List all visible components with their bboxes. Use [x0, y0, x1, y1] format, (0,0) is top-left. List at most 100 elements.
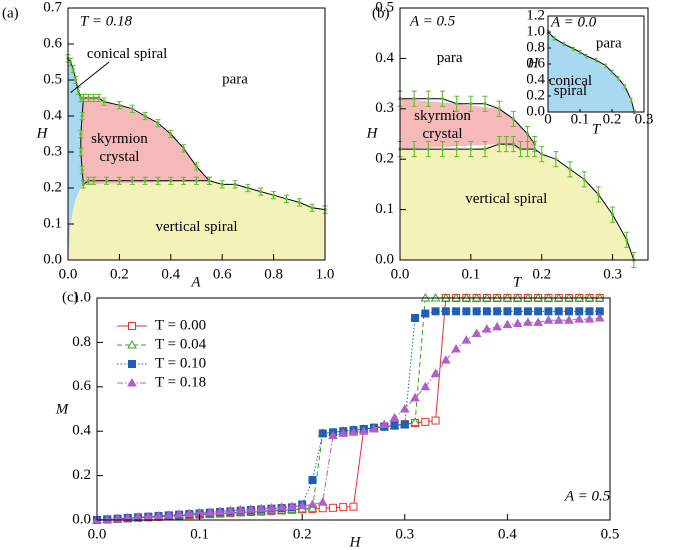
boundary-point — [533, 147, 537, 151]
marker — [430, 368, 441, 377]
marker — [317, 497, 328, 506]
x-tick-label: 0.3 — [603, 266, 622, 282]
marker — [184, 508, 195, 518]
boundary-point — [194, 179, 199, 183]
boundary-point — [297, 200, 301, 204]
marker — [349, 502, 358, 511]
region-label: para — [222, 71, 248, 87]
marker — [276, 502, 287, 511]
marker — [348, 427, 359, 436]
marker — [235, 505, 246, 514]
y-axis-label: M — [55, 401, 70, 417]
boundary-point — [97, 96, 101, 100]
marker — [318, 429, 327, 438]
plot-frame — [67, 7, 326, 261]
boundary-point — [412, 147, 416, 151]
y-tick-label: 0.0 — [375, 251, 394, 267]
marker — [534, 307, 543, 316]
marker — [523, 317, 533, 326]
boundary-point — [525, 132, 530, 136]
boundary-point — [76, 89, 80, 93]
marker — [102, 514, 113, 523]
boundary-point — [469, 102, 473, 106]
boundary-point — [207, 179, 211, 183]
marker — [421, 417, 430, 426]
boundary-point — [74, 78, 78, 82]
boundary-point — [585, 55, 588, 57]
x-axis-label: H — [349, 534, 362, 550]
boundary-point — [568, 167, 572, 171]
marker — [482, 307, 491, 316]
region-label: vertical spiral — [155, 219, 237, 235]
x-axis-label: A — [190, 274, 201, 290]
boundary-point — [595, 59, 597, 61]
marker — [122, 512, 133, 522]
x-tick-label: 0.2 — [532, 266, 551, 282]
boundary-point — [469, 147, 473, 151]
marker — [440, 355, 451, 364]
marker — [594, 312, 605, 322]
x-tick-label: 0.0 — [391, 266, 410, 282]
legend-marker — [127, 377, 137, 387]
boundary-point — [246, 186, 250, 190]
boundary-point — [518, 147, 523, 151]
boundary-point — [630, 99, 633, 101]
panel: vertical spiral skyrmion crystal conical sp… — [2, 0, 334, 290]
region-label: conical spiral — [87, 46, 167, 62]
marker — [174, 509, 184, 518]
marker — [379, 419, 390, 429]
pointer-line — [70, 61, 110, 93]
boundary-point — [625, 238, 629, 242]
boundary-point — [143, 179, 147, 183]
legend-label: T = 0.18 — [155, 374, 206, 390]
marker — [308, 476, 317, 485]
marker — [339, 503, 348, 512]
x-tick-label: 0.4 — [498, 526, 517, 542]
panel-letter: (c) — [62, 289, 79, 305]
marker — [358, 426, 369, 435]
boundary-point — [79, 150, 83, 154]
y-tick-label: 1.2 — [526, 7, 545, 23]
annotation: A = 0.5 — [409, 13, 456, 29]
boundary-point — [68, 60, 73, 64]
boundary-point — [143, 114, 147, 118]
phase-region — [68, 180, 325, 260]
boundary-point — [540, 152, 544, 156]
x-axis-label: T — [513, 274, 523, 290]
y-tick-label: 0.3 — [375, 100, 394, 116]
boundary-point — [79, 96, 83, 100]
boundary-point — [86, 179, 91, 183]
marker — [410, 392, 420, 402]
boundary-point — [611, 71, 613, 73]
region-label: vertical spiral — [465, 191, 547, 207]
boundary-point — [497, 107, 501, 111]
y-tick-label: 0.1 — [43, 215, 62, 231]
boundary-point — [455, 147, 459, 151]
marker — [472, 307, 481, 316]
marker — [246, 504, 256, 513]
boundary-point — [579, 51, 581, 53]
y-tick-label: 0.0 — [72, 511, 91, 527]
boundary-point — [81, 96, 86, 100]
boundary-point — [582, 177, 586, 181]
plot-frame — [96, 297, 611, 521]
boundary-point — [102, 100, 106, 104]
y-tick-label: 0.6 — [526, 55, 545, 71]
boundary-point — [497, 142, 501, 146]
boundary-point — [233, 182, 237, 186]
boundary-point — [80, 168, 84, 172]
marker — [564, 307, 573, 316]
marker — [431, 416, 440, 425]
y-tick-label: 0.4 — [43, 107, 62, 123]
marker — [512, 318, 523, 328]
phase-region — [400, 144, 634, 260]
marker — [266, 503, 277, 512]
marker — [411, 313, 420, 322]
boundary-point — [117, 179, 121, 183]
boundary-point — [259, 190, 263, 194]
y-tick-label: 0.4 — [375, 50, 394, 66]
marker — [461, 335, 472, 344]
marker — [492, 321, 503, 331]
